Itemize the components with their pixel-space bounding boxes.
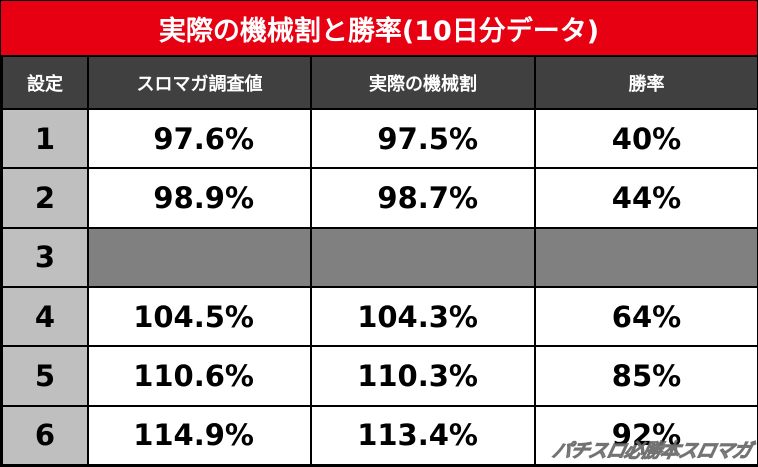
header-actual-payout: 実際の機械割 xyxy=(310,55,536,110)
survey-value: 104.5% xyxy=(133,299,254,334)
actual-cell: 113.4% xyxy=(310,404,536,466)
survey-value: 114.9% xyxy=(133,418,254,453)
blank-cell xyxy=(87,226,312,288)
survey-value: 97.6% xyxy=(153,121,254,156)
actual-cell: 97.5% xyxy=(310,107,536,170)
survey-cell: 104.5% xyxy=(87,285,312,348)
win-rate-cell: 92% xyxy=(534,404,757,466)
actual-value: 113.4% xyxy=(357,418,478,453)
header-win-rate: 勝率 xyxy=(534,55,757,110)
table-row: 1 97.6% 97.5% 40% xyxy=(1,107,757,170)
setting-cell: 3 xyxy=(1,226,89,288)
data-table: 設定 スロマガ調査値 実際の機械割 勝率 1 97.6% 97.5% 40% 2… xyxy=(1,55,757,466)
win-rate-cell: 40% xyxy=(534,107,757,170)
setting-cell: 4 xyxy=(1,285,89,348)
survey-value: 110.6% xyxy=(133,358,254,393)
survey-cell: 110.6% xyxy=(87,345,312,407)
survey-cell: 98.9% xyxy=(87,167,312,229)
actual-cell: 98.7% xyxy=(310,167,536,229)
table-row: 5 110.6% 110.3% 85% xyxy=(1,345,757,407)
survey-value: 98.9% xyxy=(153,180,254,215)
blank-cell xyxy=(310,226,536,288)
setting-cell: 2 xyxy=(1,167,89,229)
win-rate-cell: 85% xyxy=(534,345,757,407)
setting-cell: 1 xyxy=(1,107,89,170)
actual-value: 104.3% xyxy=(357,299,478,334)
actual-value: 110.3% xyxy=(357,358,478,393)
table-row: 6 114.9% 113.4% 92% xyxy=(1,404,757,466)
table-title: 実際の機械割と勝率(10日分データ) xyxy=(1,1,757,55)
header-survey-value: スロマガ調査値 xyxy=(87,55,312,110)
table-row: 2 98.9% 98.7% 44% xyxy=(1,167,757,229)
win-rate-cell: 44% xyxy=(534,167,757,229)
actual-value: 98.7% xyxy=(377,180,478,215)
win-rate-cell: 64% xyxy=(534,285,757,348)
actual-value: 97.5% xyxy=(377,121,478,156)
header-row: 設定 スロマガ調査値 実際の機械割 勝率 xyxy=(1,55,757,110)
actual-cell: 110.3% xyxy=(310,345,536,407)
blank-cell xyxy=(534,226,757,288)
setting-cell: 5 xyxy=(1,345,89,407)
survey-cell: 114.9% xyxy=(87,404,312,466)
table-row: 4 104.5% 104.3% 64% xyxy=(1,285,757,348)
table-row: 3 xyxy=(1,226,757,288)
header-setting: 設定 xyxy=(1,55,89,110)
survey-cell: 97.6% xyxy=(87,107,312,170)
actual-cell: 104.3% xyxy=(310,285,536,348)
watermark-logo: パチスロ必勝本スロマガ xyxy=(550,440,754,463)
setting-cell: 6 xyxy=(1,404,89,466)
